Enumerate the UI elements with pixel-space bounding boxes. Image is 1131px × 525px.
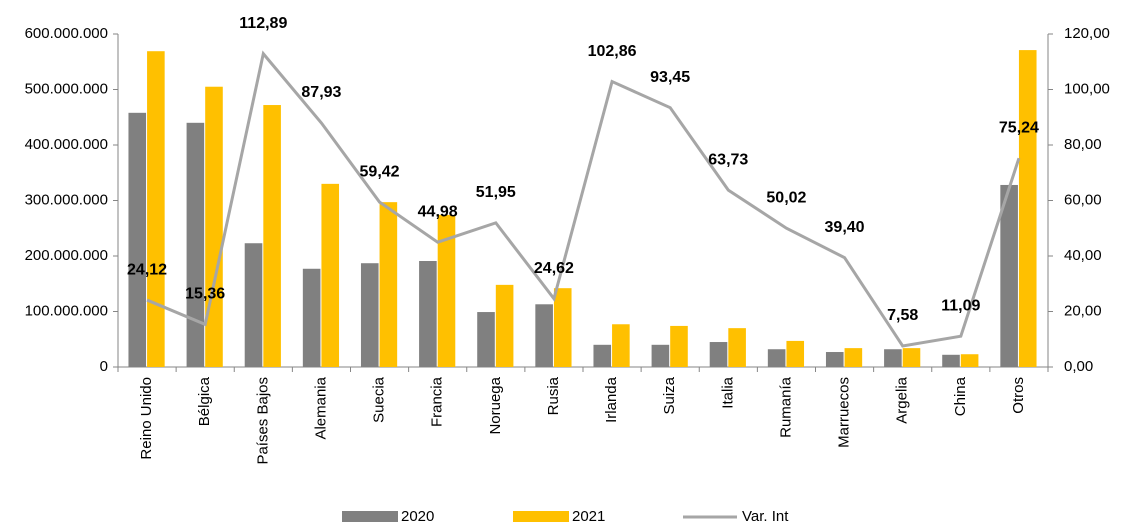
x-tick-label: Argelia: [894, 376, 911, 423]
bar: [437, 214, 456, 367]
bar: [321, 183, 340, 367]
y-tick-label: 100.000.000: [25, 302, 108, 319]
x-tick-label: Rusia: [545, 376, 562, 415]
bar: [767, 349, 786, 367]
bar: [186, 122, 205, 367]
x-tick-label: Francia: [429, 376, 446, 427]
bar: [360, 263, 379, 367]
x-tick-label: Otros: [1010, 377, 1027, 414]
y2-tick-label: 80,00: [1064, 136, 1102, 153]
bar: [884, 349, 902, 367]
y2-tick-label: 40,00: [1064, 247, 1102, 264]
data-label: 7,58: [887, 307, 918, 324]
x-tick-label: Marruecos: [836, 377, 853, 448]
bar: [477, 312, 495, 367]
x-tick-label: Reino Unido: [138, 377, 155, 460]
y-tick-label: 300.000.000: [25, 191, 108, 208]
bar: [553, 288, 572, 367]
legend-label: Var. Int: [742, 508, 789, 525]
bar: [670, 325, 688, 367]
line: [146, 50, 1021, 348]
bar: [728, 328, 746, 367]
y2-tick-label: 100,00: [1064, 80, 1110, 97]
bar: [902, 348, 921, 367]
bar: [244, 243, 263, 367]
legend-label: 2020: [401, 508, 434, 525]
bar: [495, 284, 514, 367]
bar: [612, 324, 630, 367]
y2-tick-label: 20,00: [1064, 302, 1102, 319]
bar: [128, 112, 147, 367]
data-label: 39,40: [825, 219, 865, 236]
bar: [1000, 184, 1018, 367]
x-tick-label: Rumanía: [777, 376, 794, 438]
bar: [535, 304, 553, 367]
data-label: 11,09: [941, 297, 980, 314]
bar: [379, 202, 398, 367]
data-label: 87,93: [301, 84, 341, 101]
y-tick-label: 400.000.000: [25, 136, 108, 153]
y-tick-label: 500.000.000: [25, 80, 108, 97]
bar: [844, 348, 863, 367]
data-label: 75,24: [999, 119, 1039, 136]
x-tick-label: Noruega: [487, 376, 504, 434]
y2-tick-label: 60,00: [1064, 191, 1102, 208]
data-label: 59,42: [360, 163, 400, 180]
legend-label: 2021: [572, 508, 605, 525]
data-label: 50,02: [766, 189, 806, 206]
x-tick-label: Italia: [719, 376, 736, 408]
data-label: 102,86: [588, 43, 637, 60]
y2-tick-label: 0,00: [1064, 358, 1093, 375]
x-tick-label: China: [952, 376, 969, 416]
y-tick-label: 200.000.000: [25, 247, 108, 264]
bar: [147, 51, 165, 368]
bar: [786, 340, 805, 367]
data-label: 112,89: [239, 15, 287, 32]
x-tick-label: Suecia: [371, 376, 388, 423]
x-tick-label: Alemania: [312, 376, 329, 439]
data-label: 51,95: [476, 184, 516, 201]
y2-tick-label: 120,00: [1064, 25, 1110, 42]
bar: [825, 352, 844, 367]
bar: [651, 344, 670, 367]
data-label: 93,45: [650, 69, 690, 86]
bar: [263, 105, 281, 367]
bar: [709, 342, 728, 367]
bar: [419, 260, 437, 367]
data-label: 44,98: [418, 203, 458, 220]
bar: [942, 354, 960, 367]
bar: [205, 86, 223, 367]
bar: [302, 268, 321, 367]
data-label: 15,36: [185, 286, 225, 303]
y-tick-label: 0: [100, 358, 108, 375]
y-tick-label: 600.000.000: [25, 25, 108, 42]
data-label: 24,62: [534, 260, 574, 277]
data-label: 63,73: [708, 151, 748, 168]
bar: [960, 354, 979, 367]
data-label: 24,12: [127, 261, 167, 278]
x-tick-label: Suiza: [661, 376, 678, 414]
bar: [593, 344, 612, 367]
x-tick-label: Países Bajos: [254, 377, 271, 465]
x-tick-label: Irlanda: [603, 376, 620, 423]
legend-swatch: [342, 511, 398, 522]
bar: [1018, 50, 1037, 367]
legend-swatch: [513, 511, 569, 522]
x-tick-label: Bélgica: [196, 376, 213, 426]
